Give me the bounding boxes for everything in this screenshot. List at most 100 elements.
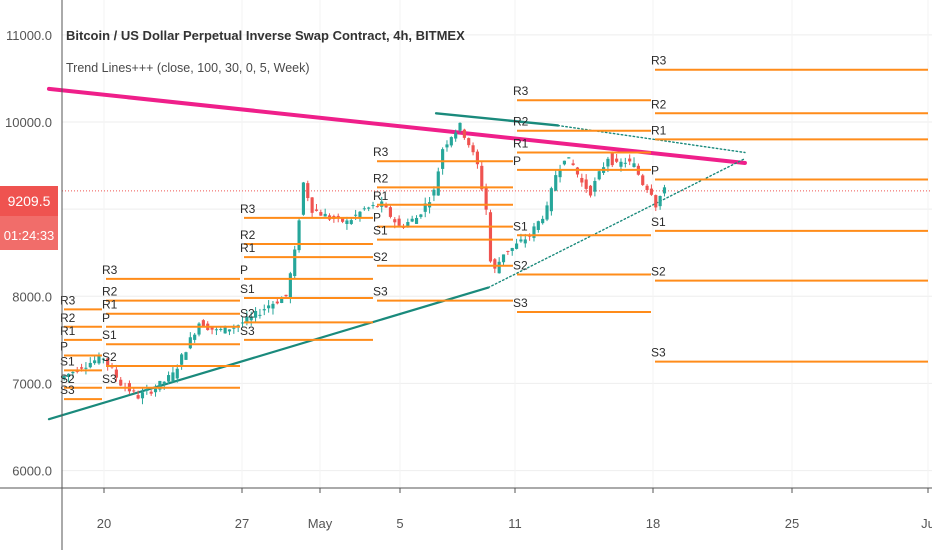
candle [262,304,266,316]
candle-body [271,303,275,309]
candle [515,238,519,250]
pivot-levels: R3R2R1PS1S2S3R3R2R1PS1S2S3R3R2R1PS1S2S3R… [60,54,928,401]
candle-body [262,309,266,311]
candle-body [615,158,619,162]
candle-body [619,161,623,167]
candle-body [132,390,136,392]
x-tick-label: Ju [921,516,932,531]
candle-body [254,310,258,318]
candle-body [554,175,558,191]
candle [580,173,584,187]
pivot-label-p: P [373,211,381,225]
candle [227,329,232,336]
candle [628,154,632,166]
candle [467,137,471,148]
bar-countdown: 01:24:33 [4,228,55,243]
candle [562,160,566,166]
candle [171,366,175,383]
trend-lines [46,86,747,421]
trend-line-top-line [434,112,560,127]
candle-body [158,380,162,390]
indicator-label: Trend Lines+++ (close, 100, 30, 0, 5, We… [66,61,310,75]
candle [293,245,297,279]
candle [88,357,92,369]
candle [106,357,110,371]
pivot-label-p: P [60,340,68,354]
y-tick-label: 10000.0 [5,115,52,130]
candle [388,205,392,219]
candle-body [510,247,514,251]
pivot-label-r1: R1 [102,298,118,312]
pivot-label-r1: R1 [651,123,667,137]
candle-body [610,153,614,166]
candle-body [549,188,553,212]
candle [119,377,123,387]
candle-body [432,189,436,196]
candle-body [436,171,440,196]
candle [271,301,275,315]
pivot-label-r2: R2 [60,311,76,325]
candle-body [210,326,214,330]
candle-body [658,195,662,207]
candle-body [497,261,501,274]
pivot-label-r3: R3 [60,293,76,307]
candle-body [458,122,462,131]
pivot-label-s2: S2 [102,350,117,364]
candle-body [88,362,92,368]
countdown-background [0,216,58,250]
candle-body [506,250,510,252]
candle-body [97,355,101,364]
candle [584,174,588,193]
candle-body [62,375,66,380]
candle-body [319,212,323,216]
candle-body [314,209,319,211]
candle [310,197,314,218]
candle-body [471,145,475,153]
pivot-label-r3: R3 [513,84,529,98]
candle-body [536,221,540,230]
candle-body [575,167,580,175]
candle [149,389,153,396]
candle [254,307,258,323]
candle-body [66,373,71,377]
candle [654,194,658,212]
candle-body [484,186,488,210]
candle-body [301,182,305,215]
candle [114,364,118,382]
pivot-label-s2: S2 [60,372,75,386]
candle [458,122,462,133]
candle [510,247,514,256]
candle [410,215,414,223]
candle-body [662,187,667,194]
candle-body [375,206,379,208]
candle [71,370,75,378]
candle-body [354,214,358,216]
candle-body [240,322,245,324]
candle-body [280,298,284,303]
candle [306,180,310,202]
candle-body [597,171,601,180]
pivot-label-s1: S1 [513,219,528,233]
candle [136,390,140,400]
candle [153,384,158,397]
candle [323,208,327,217]
candle-body [345,220,349,224]
candle-body [397,218,401,226]
pivot-label-r1: R1 [373,189,389,203]
candle [319,209,323,216]
current-price: 9209.5 [8,193,51,209]
x-tick-label: 11 [508,516,522,531]
candle-body [201,320,205,328]
candle-body [462,129,466,138]
candle-body [101,358,105,360]
candle [210,326,214,335]
candle-body [519,239,523,242]
candle [501,254,506,265]
candle [219,327,223,332]
